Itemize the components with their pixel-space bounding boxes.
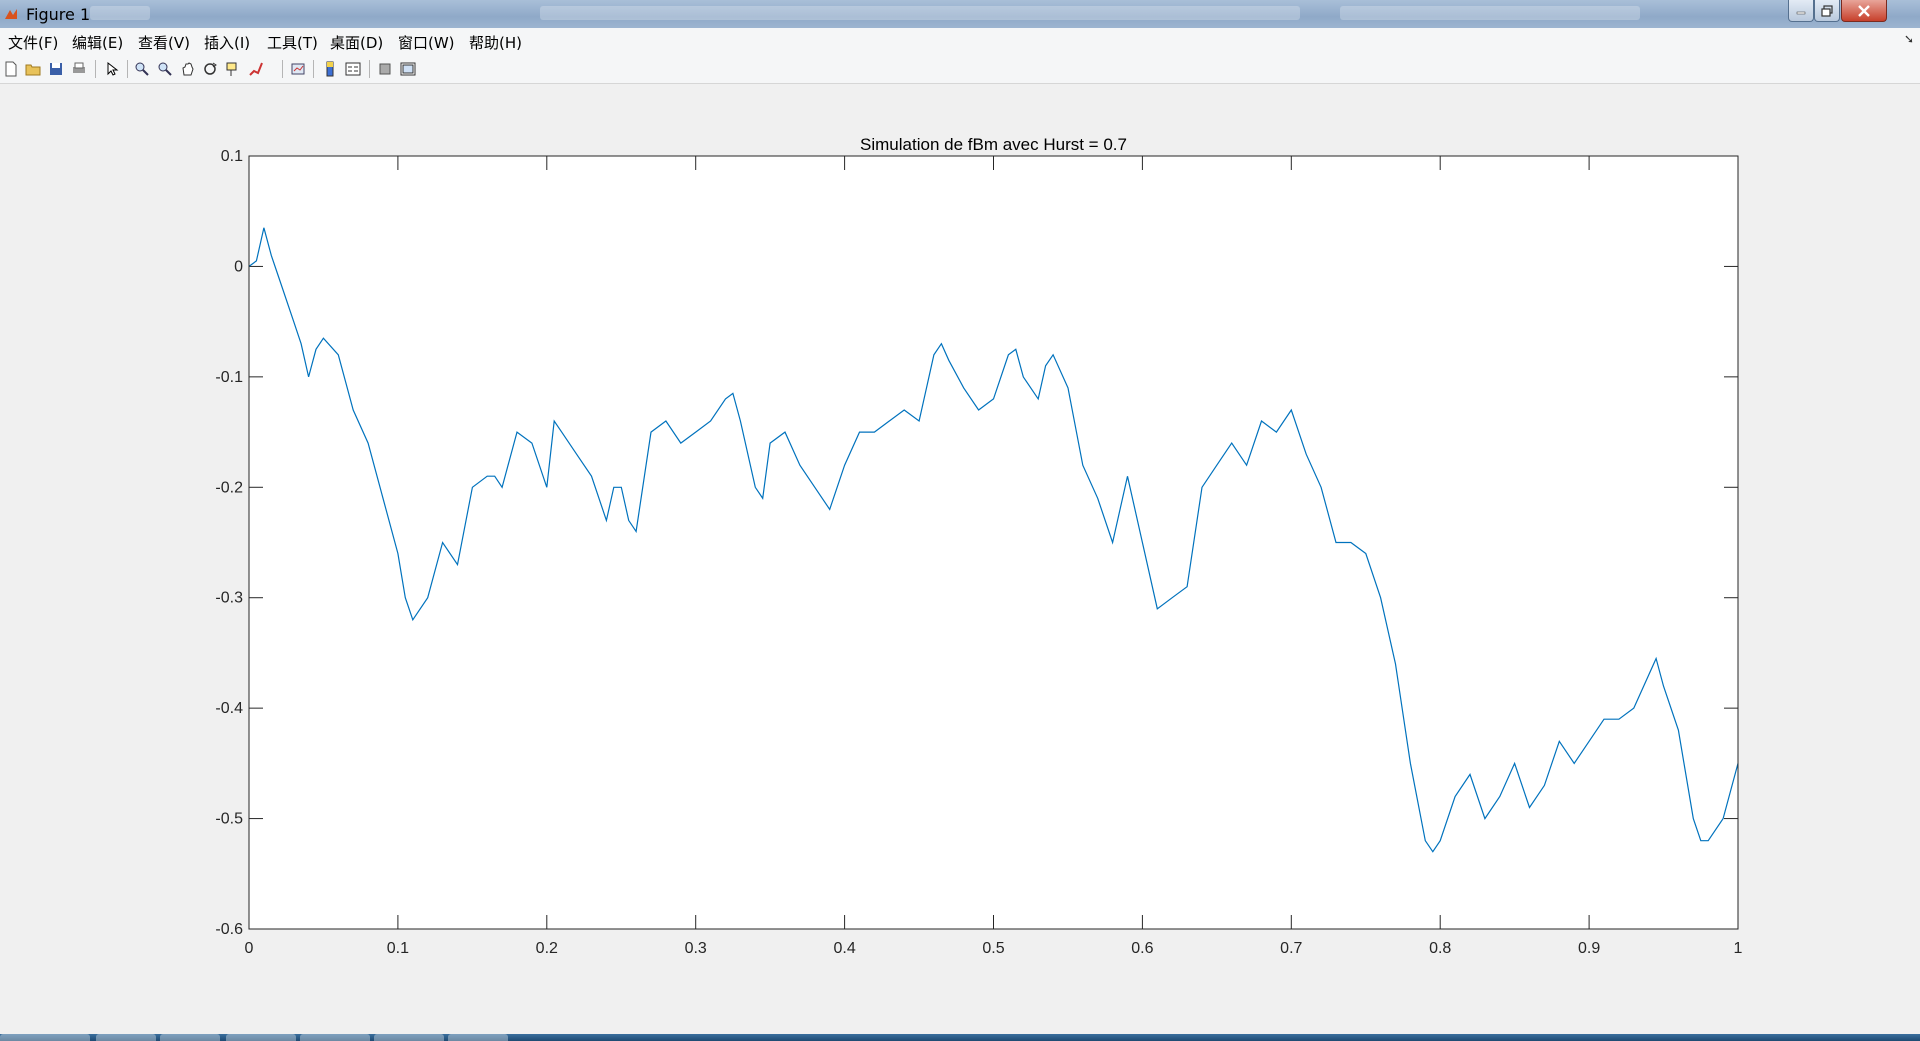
- x-tick-label: 0.8: [1429, 940, 1451, 957]
- menu-view[interactable]: 查看(V): [138, 34, 190, 52]
- x-tick-label: 0.3: [685, 940, 707, 957]
- x-tick-label: 0.7: [1280, 940, 1302, 957]
- edit-plot-icon[interactable]: [104, 61, 120, 77]
- link-plot-icon[interactable]: [290, 61, 306, 77]
- taskbar-item[interactable]: [374, 1034, 444, 1041]
- toolbar-separator: [127, 60, 128, 78]
- matlab-icon: [5, 9, 17, 19]
- toolbar-separator: [369, 60, 370, 78]
- rotate-3d-icon[interactable]: [202, 61, 218, 77]
- menu-help[interactable]: 帮助(H): [469, 34, 522, 52]
- menu-edit[interactable]: 编辑(E): [72, 34, 124, 52]
- y-tick-label: 0.1: [221, 148, 243, 165]
- taskbar-item[interactable]: [160, 1034, 220, 1041]
- taskbar-item[interactable]: [448, 1034, 508, 1041]
- minimize-button[interactable]: [1788, 0, 1814, 22]
- minimize-icon: [1796, 11, 1806, 14]
- figure-canvas: 0 0.1 0.2 0.3 0.4 0.5 0.6 0.7 0.8 0.9 1 0.1 0 -0.1 -0.…: [0, 84, 1920, 1034]
- menu-window[interactable]: 窗口(W): [398, 34, 455, 52]
- open-file-icon[interactable]: [25, 61, 41, 77]
- chart-title: Simulation de fBm avec Hurst = 0.7: [860, 135, 1127, 154]
- taskbar-item[interactable]: [96, 1034, 156, 1041]
- axes-box: [248, 155, 1739, 930]
- y-tick-label: -0.1: [215, 369, 243, 386]
- x-tick-label: 0.1: [387, 940, 409, 957]
- save-icon[interactable]: [48, 61, 64, 77]
- x-tick-label: 0.2: [536, 940, 558, 957]
- hide-plot-tools-icon[interactable]: [377, 61, 393, 77]
- x-tick-label: 0.5: [982, 940, 1004, 957]
- x-tick-label: 0.4: [833, 940, 855, 957]
- x-tick-label: 1: [1734, 940, 1743, 957]
- restore-button[interactable]: [1814, 0, 1840, 22]
- taskbar: [0, 1034, 1920, 1041]
- taskbar-item[interactable]: [300, 1034, 370, 1041]
- close-icon: [1858, 4, 1870, 17]
- print-icon[interactable]: [71, 61, 87, 77]
- start-button[interactable]: [0, 1034, 90, 1041]
- zoom-out-icon[interactable]: [157, 61, 173, 77]
- y-tick-label: -0.6: [215, 921, 243, 938]
- axes-background: [249, 156, 1738, 929]
- legend-icon[interactable]: [345, 61, 361, 77]
- y-tick-label: -0.4: [215, 700, 243, 717]
- close-button[interactable]: [1841, 0, 1887, 22]
- zoom-in-icon[interactable]: [134, 61, 150, 77]
- menu-desktop[interactable]: 桌面(D): [330, 34, 384, 52]
- pan-icon[interactable]: [180, 61, 196, 77]
- blurred-region: [1340, 6, 1640, 20]
- fbm-chart[interactable]: 0 0.1 0.2 0.3 0.4 0.5 0.6 0.7 0.8 0.9 1 0.1 0 -0.1 -0.…: [0, 84, 1920, 1034]
- y-tick-label: -0.5: [215, 811, 243, 828]
- menu-file[interactable]: 文件(F): [8, 34, 59, 52]
- x-tick-label: 0.6: [1131, 940, 1153, 957]
- window-title: Figure 1: [26, 5, 91, 24]
- blurred-region: [90, 6, 150, 20]
- restore-icon: [1821, 4, 1833, 17]
- toolbar-separator: [313, 60, 314, 78]
- fbm-series-line: [248, 227, 1739, 853]
- taskbar-item[interactable]: [226, 1034, 296, 1041]
- brush-icon[interactable]: [248, 61, 264, 77]
- y-tick-label: -0.3: [215, 590, 243, 607]
- menu-insert[interactable]: 插入(I): [204, 34, 251, 52]
- x-tick-label: 0: [245, 940, 254, 957]
- dock-arrow-icon[interactable]: ➘: [1903, 32, 1914, 46]
- y-tick-label: 0: [234, 258, 243, 275]
- toolbar-separator: [282, 60, 283, 78]
- menu-tools[interactable]: 工具(T): [267, 34, 318, 52]
- menu-bar: 文件(F) 编辑(E) 查看(V) 插入(I) 工具(T) 桌面(D) 窗口(W…: [0, 28, 1920, 55]
- toolbar: ▾: [0, 55, 1920, 125]
- colorbar-icon[interactable]: [322, 61, 338, 77]
- toolbar-separator: [95, 60, 96, 78]
- blurred-region: [540, 6, 1300, 20]
- new-figure-icon[interactable]: [3, 61, 19, 77]
- show-plot-tools-icon[interactable]: [400, 61, 416, 77]
- x-tick-label: 0.9: [1578, 940, 1600, 957]
- data-cursor-icon[interactable]: [225, 61, 241, 77]
- y-tick-label: -0.2: [215, 479, 243, 496]
- title-bar: Figure 1: [0, 0, 1920, 28]
